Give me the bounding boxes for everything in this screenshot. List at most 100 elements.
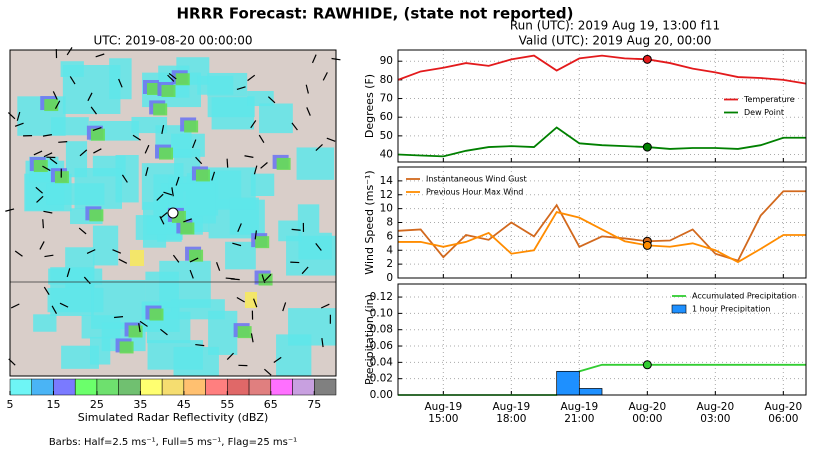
wind-barb — [14, 122, 24, 127]
station — [167, 207, 179, 219]
plot-frame — [397, 49, 807, 163]
echo-cyan — [259, 103, 293, 134]
valid-marker — [642, 360, 652, 370]
wind-barb — [118, 258, 128, 264]
echo-cyan — [207, 96, 255, 118]
colorbar-tick-label: 5 — [7, 398, 14, 411]
colorbar-cell — [161, 378, 185, 396]
echo-green — [195, 169, 210, 182]
wind-barb — [35, 186, 43, 194]
wind-barb — [215, 262, 221, 271]
colorbar-tick-label: 75 — [307, 398, 321, 411]
wind-barb — [244, 155, 254, 158]
wind-barb — [236, 86, 246, 91]
y-tick-label: 0.08 — [370, 324, 393, 336]
wind-barb — [321, 338, 324, 348]
wind-barb — [254, 230, 257, 240]
y-tick-label: 60 — [380, 111, 393, 123]
plot-area — [398, 50, 806, 162]
wind-barb — [172, 254, 180, 263]
echo-green — [161, 84, 176, 97]
y-tick-label: 8 — [386, 217, 393, 229]
colorbar-cell — [31, 378, 54, 396]
wind-barb — [282, 302, 287, 312]
wind-barb — [44, 254, 54, 258]
run-label: Run (UTC): 2019 Aug 19, 13:00 f11 — [510, 19, 720, 33]
echo-green — [153, 103, 168, 116]
wind-barb — [163, 191, 173, 196]
wind-barb — [156, 193, 164, 201]
series-line — [397, 190, 806, 262]
echo-green — [44, 99, 59, 112]
echo-cyan — [225, 241, 256, 270]
y-tick-label: 40 — [380, 149, 393, 161]
wind-barb — [159, 215, 165, 225]
colorbar-cell — [205, 378, 228, 396]
echo-yellow — [245, 292, 257, 308]
echo-cyan — [298, 232, 332, 260]
echo-green — [89, 209, 104, 222]
wind-barb — [95, 53, 105, 58]
wind-barb — [161, 124, 165, 135]
y-tick-label: 80 — [380, 74, 393, 86]
legend-label: Previous Hour Max Wind — [426, 188, 523, 197]
y-tick-label: 0 — [386, 272, 393, 284]
echo-green — [184, 120, 199, 133]
legend-label: 1 hour Precipitation — [692, 305, 771, 314]
echo-cyan — [173, 346, 219, 376]
wind-barb — [168, 73, 177, 80]
wind-barb — [226, 158, 229, 168]
wind-barb — [138, 323, 141, 333]
wind-barb — [305, 84, 309, 94]
legend-label: Accumulated Precipitation — [692, 292, 797, 301]
wind-barb — [90, 106, 97, 115]
wind-barb — [54, 100, 61, 109]
wind-barb — [51, 305, 58, 314]
y-tick-label: 90 — [380, 55, 393, 67]
echo-cyan — [171, 133, 205, 157]
wind-barb — [311, 54, 317, 64]
y-tick-label: 0.10 — [370, 307, 393, 319]
wind-barb — [189, 257, 199, 263]
wind-barb — [258, 134, 265, 144]
colorbar-cell — [118, 378, 141, 396]
echo-cyan — [92, 225, 119, 266]
x-tick-label: Aug-19 18:00 — [493, 401, 531, 425]
colorbar-tick-label: 65 — [264, 398, 278, 411]
wind-barb — [264, 368, 272, 376]
echo-cyan — [296, 147, 335, 180]
wind-barb — [69, 76, 76, 85]
y-tick-label: 12 — [380, 189, 393, 201]
colorbar-cell — [74, 378, 98, 396]
echo-cyan — [33, 314, 57, 332]
y-tick-label: 4 — [386, 244, 393, 256]
colorbar-tick-label: 15 — [46, 398, 60, 411]
wind-barb — [43, 210, 53, 214]
wind-barb — [59, 302, 69, 308]
wind-barb — [10, 303, 20, 309]
valid-marker — [642, 240, 652, 250]
echo-cyan — [276, 334, 312, 376]
wind-barb — [78, 227, 87, 235]
wind-barb — [247, 74, 256, 82]
wind-barb — [42, 165, 51, 172]
echo-green — [90, 128, 105, 141]
echo-cyan — [229, 197, 259, 235]
wind-barb — [195, 343, 205, 347]
series-line — [397, 54, 807, 85]
echo-cyan — [250, 173, 275, 196]
precip-bar — [556, 370, 580, 396]
radar-map — [5, 47, 341, 377]
y-tick-label: 70 — [380, 93, 393, 105]
wind-barb — [273, 356, 282, 363]
y-tick-label: 10 — [380, 203, 393, 215]
wind-barb — [79, 149, 88, 157]
echo-green — [276, 157, 291, 170]
wind-barb — [183, 218, 192, 223]
series-line — [398, 211, 806, 264]
echo-cyan — [109, 58, 132, 100]
wind-barb — [36, 195, 44, 203]
echo-green — [54, 171, 69, 184]
colorbar-tick-label: 45 — [177, 398, 191, 411]
